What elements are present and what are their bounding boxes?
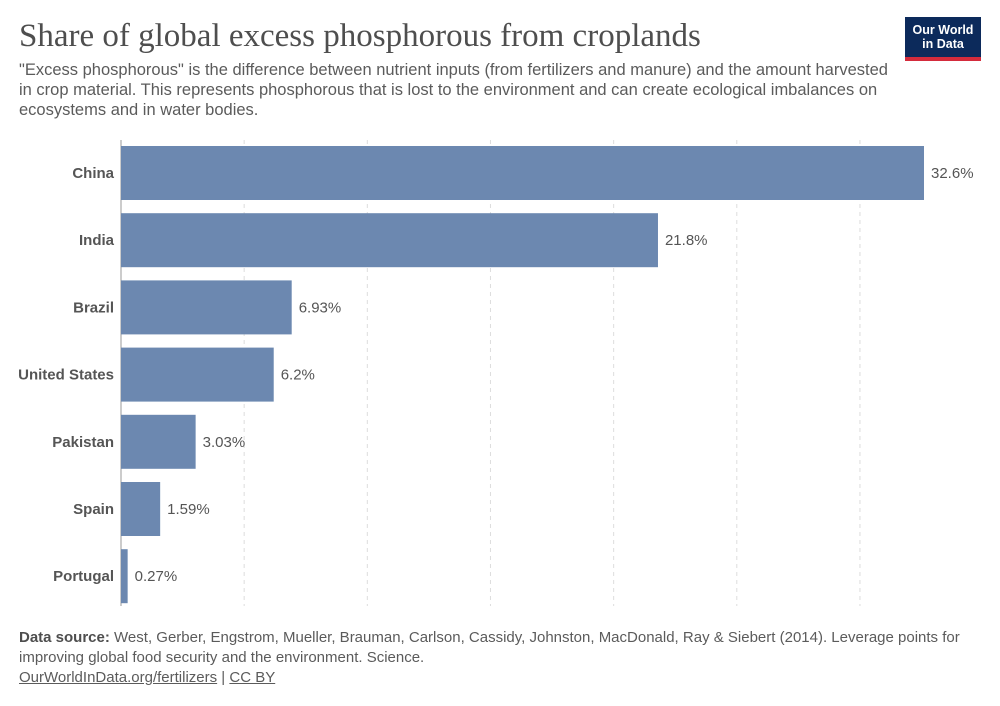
source-text: West, Gerber, Engstrom, Mueller, Brauman… xyxy=(19,629,960,666)
category-label: Spain xyxy=(73,501,114,518)
logo-line-2: in Data xyxy=(922,37,964,51)
value-label: 21.8% xyxy=(665,232,708,249)
data-source: Data source: West, Gerber, Engstrom, Mue… xyxy=(19,628,979,668)
license-link[interactable]: CC BY xyxy=(229,669,276,686)
logo-line-1: Our World xyxy=(912,23,974,37)
value-label: 1.59% xyxy=(167,501,210,518)
footer: Data source: West, Gerber, Engstrom, Mue… xyxy=(19,628,979,688)
value-label: 0.27% xyxy=(135,568,178,585)
footer-separator: | xyxy=(221,669,226,686)
category-label: Brazil xyxy=(73,299,114,316)
footer-links: OurWorldInData.org/fertilizers | CC BY xyxy=(19,668,979,688)
value-label: 6.2% xyxy=(281,367,315,384)
source-label: Data source: xyxy=(19,629,110,646)
category-label: United States xyxy=(18,367,114,384)
chart-subtitle: "Excess phosphorous" is the difference b… xyxy=(19,61,888,119)
category-label: Pakistan xyxy=(52,434,114,451)
bar xyxy=(121,347,274,402)
value-label: 32.6% xyxy=(931,165,974,182)
bar xyxy=(121,146,924,200)
bar xyxy=(121,280,292,335)
bar xyxy=(121,549,128,604)
chart-title: Share of global excess phosphorous from … xyxy=(19,18,701,54)
bar xyxy=(121,482,161,536)
category-label: China xyxy=(72,165,114,182)
category-label: India xyxy=(79,232,115,249)
value-label: 6.93% xyxy=(299,299,342,316)
owid-logo[interactable]: Our World in Data xyxy=(905,17,981,61)
category-label: Portugal xyxy=(53,568,114,585)
bar xyxy=(121,414,196,469)
bar xyxy=(121,213,658,268)
value-label: 3.03% xyxy=(203,434,246,451)
fertilizers-link[interactable]: OurWorldInData.org/fertilizers xyxy=(19,669,218,686)
